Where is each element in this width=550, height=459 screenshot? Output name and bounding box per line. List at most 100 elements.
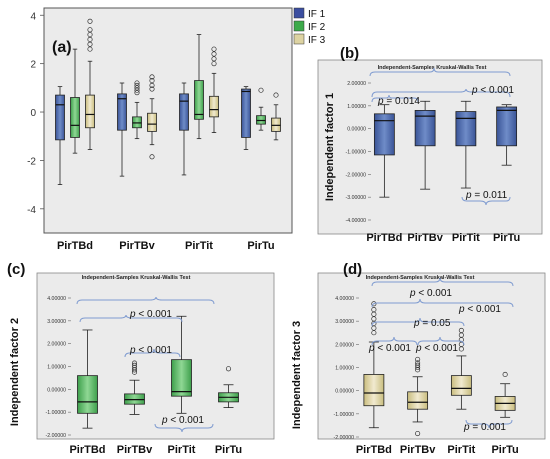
panel-a-if2-pirtbv-box [132, 116, 142, 129]
legend-entry-if3: IF 3 [308, 35, 326, 46]
panel-a-ytick-label: -2 [27, 156, 36, 167]
panel-d-ytick-label: 4.00000 [335, 296, 354, 302]
panel-a-if3-pirtbv-outlier-4 [149, 154, 155, 160]
panel-d-pirtbd-box [363, 374, 385, 407]
panel-a: -4 -2 0 2 4 (a) PirTBd PirTBv PirTit PirTu IF 1… [27, 7, 326, 252]
panel-a-if2-pirtbv-outlier-0 [134, 90, 140, 96]
panel-d-ytick-label: -2.00000 [334, 435, 355, 441]
panel-a-if3-pirtit-outlier-3 [211, 46, 217, 52]
panel-a-category-label: PirTBd [57, 240, 93, 252]
panel-b-category-label: PirTit [452, 232, 480, 244]
panel-a-if3-pirtbd-outlier-0 [87, 46, 93, 52]
panel-a-category-label: PirTBv [119, 240, 155, 252]
panel-d-pirtbd-outlier-6 [371, 301, 377, 307]
panel-b-ytick-label: 1.00000 [347, 104, 366, 110]
panel-c-annotation-2: p < 0.001 [129, 345, 172, 356]
panel-b-category-label: PirTBv [407, 232, 443, 244]
panel-c-category-label: PirTBv [117, 444, 153, 456]
panel-d-annotation-6: p = 0.001 [463, 422, 506, 433]
panel-a-if1-pirtu-box [241, 88, 251, 138]
panel-a-if3-pirtit-outlier-1 [211, 56, 217, 62]
panel-d-ytick-label: -1.00000 [334, 412, 355, 418]
panel-a-if3-pirtbv-outlier-3 [149, 74, 155, 80]
panel-a-if2-pirtbv-outlier-1 [134, 87, 140, 93]
panel-d-pirtbv-outlier-4 [415, 356, 421, 362]
panel-b-pirtbv-box [414, 110, 436, 147]
panel-b-brackets [369, 67, 511, 206]
panel-d-ytick-label: 0.00000 [335, 389, 354, 395]
panel-b-label: (b) [340, 45, 359, 62]
panel-b-category-label: PirTBd [366, 232, 402, 244]
panel-b-annotation-3: p = 0.011 [465, 190, 508, 201]
panel-d: Independent-Samples Kruskal-Wallis Test … [291, 261, 546, 456]
panel-d-annotation-1: p < 0.001 [458, 304, 501, 315]
panel-c-category-label: PirTu [215, 444, 242, 456]
panel-a-if2-pirtu-box [256, 115, 266, 125]
panel-c-annotation-1: p < 0.001 [129, 309, 172, 320]
panel-a-if2-pirtbv-outlier-3 [134, 82, 140, 88]
panel-d-category-label: PirTit [447, 444, 475, 456]
panel-b-pirtit-box [455, 111, 477, 147]
panel-a-if3-pirtbd-outlier-3 [87, 32, 93, 38]
panel-c-pirtbv-outlier-3 [131, 362, 138, 368]
panel-c-pirtbv-outlier-4 [131, 360, 138, 366]
panel-d-category-label: PirTBv [400, 444, 436, 456]
panel-b-ytick-label: 0.00000 [347, 127, 366, 133]
panel-d-annotation-4: p < 0.001 [368, 343, 411, 354]
panel-b-ytick-label: -4.00000 [346, 218, 367, 224]
panel-b: Independent-Samples Kruskal-Wallis Test … [317, 45, 543, 244]
panel-a-if3-pirtbd-outlier-4 [87, 27, 93, 33]
panel-d-ytick-label: 3.00000 [335, 319, 354, 325]
panel-a-ytick-label: 0 [30, 108, 36, 119]
panel-b-ytick-label: -3.00000 [346, 195, 367, 201]
panel-c-ytick-label: 2.00000 [47, 342, 66, 348]
panel-d-pirtbv-outlier-3 [415, 360, 421, 366]
panel-d-pirtu-outlier-0 [502, 371, 508, 378]
panel-c-ytick-label: 3.00000 [47, 319, 66, 325]
panel-b-ytick-label: 2.00000 [347, 81, 366, 87]
panel-a-category-label: PirTit [185, 240, 213, 252]
panel-c-title: Independent-Samples Kruskal-Wallis Test [82, 275, 191, 281]
panel-d-label: (d) [343, 261, 362, 278]
panel-d-title: Independent-Samples Kruskal-Wallis Test [366, 275, 475, 281]
panel-a-if3-pirtbv-box [147, 112, 157, 132]
panel-c-pirtit-box [171, 359, 192, 397]
panel-d-ylabel: Independent factor 3 [291, 321, 303, 429]
panel-d-pirtit-box [450, 375, 472, 396]
panel-a-if3-pirtbv-outlier-0 [149, 86, 155, 92]
panel-d-ytick-label: 1.00000 [335, 366, 354, 372]
panel-b-annotation-2: p < 0.001 [471, 85, 514, 96]
panel-a-if2-pirtbv-outlier-4 [134, 80, 140, 86]
panel-d-annotation-2: p = 0.05 [413, 318, 451, 329]
panel-d-pirtbd-outlier-5 [371, 307, 377, 313]
panel-a-if3-pirtbd-outlier-5 [87, 18, 93, 24]
panel-d-annotation-5: p < 0.001 [415, 343, 458, 354]
panel-b-category-label: PirTu [493, 232, 520, 244]
panel-a-if3-pirtit-outlier-2 [211, 51, 217, 57]
panel-c-ytick-label: -1.00000 [46, 410, 67, 416]
panel-b-title: Independent-Samples Kruskal-Wallis Test [378, 65, 487, 71]
panel-d-brackets [371, 277, 514, 429]
legend-a: IF 1 IF 2 IF 3 [293, 7, 326, 46]
panel-d-pirtbv-outlier-2 [415, 362, 421, 368]
panel-a-if2-pirtit-box [194, 80, 204, 120]
panel-c-brackets [76, 296, 215, 433]
panel-a-category-label: PirTu [247, 240, 274, 252]
panel-b-ytick-label: -1.00000 [346, 150, 367, 156]
panel-a-if2-pirtu-outlier-0 [258, 87, 264, 93]
panel-b-ytick-label: -2.00000 [346, 172, 367, 178]
panel-c-ytick-label: -2.00000 [46, 433, 67, 439]
panel-c-label: (c) [7, 261, 25, 278]
panel-c-category-label: PirTBd [69, 444, 105, 456]
panel-a-if3-pirtbd-outlier-1 [87, 41, 93, 47]
panel-c-category-label: PirTit [168, 444, 196, 456]
panel-a-if3-pirtbv-outlier-1 [149, 82, 155, 88]
panel-a-if3-pirtit-box [209, 95, 219, 118]
panel-a-ytick-label: -4 [27, 205, 36, 216]
panel-b-annotation-1: p = 0.014 [377, 96, 420, 107]
panel-c-ytick-label: 0.00000 [47, 387, 66, 393]
panel-a-label: (a) [52, 39, 72, 56]
panel-a-ytick-label: 2 [30, 60, 36, 71]
panel-a-if3-pirtit-outlier-0 [211, 61, 217, 67]
